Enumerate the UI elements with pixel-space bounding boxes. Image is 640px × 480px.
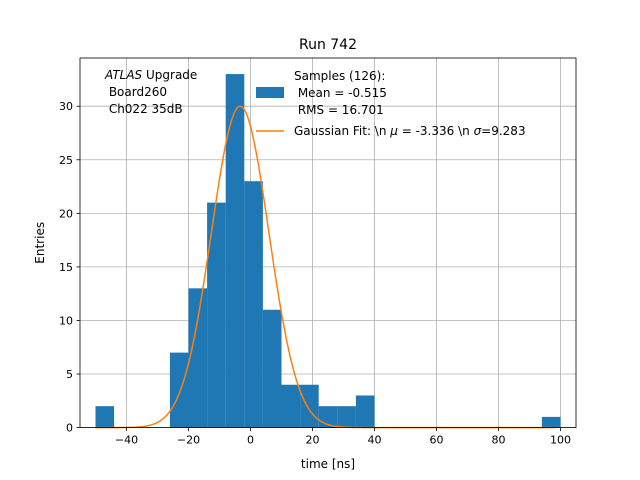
x-tick-label: −20 (177, 434, 200, 447)
histogram-bar (188, 288, 208, 428)
x-tick-label: 60 (430, 434, 444, 447)
legend-hist-line-1: Samples (126): (294, 69, 385, 83)
y-tick-label: 0 (66, 422, 73, 435)
histogram-bar (281, 384, 301, 428)
legend-fit-mu: μ (389, 124, 398, 138)
annotation-upgrade: Upgrade (142, 68, 197, 82)
y-tick-label: 25 (59, 154, 73, 167)
plot-area (80, 58, 576, 428)
x-tick-label: 0 (247, 434, 254, 447)
x-axis-ticks: −40 −20 0 20 40 60 80 100 (115, 427, 571, 447)
x-tick-label: 20 (306, 434, 320, 447)
histogram-bars (95, 74, 561, 428)
legend-hist-line-2: Mean = -0.515 (294, 86, 387, 100)
annotation-atlas: ATLAS (104, 68, 143, 82)
histogram-bar (207, 202, 226, 428)
histogram-bar (355, 395, 375, 428)
histogram-bar (300, 384, 319, 428)
annotation-line-2: Board260 (105, 85, 167, 99)
annotation-line-1: ATLAS Upgrade (104, 68, 197, 82)
y-tick-label: 5 (66, 368, 73, 381)
y-axis-label: Entries (33, 222, 47, 264)
y-tick-label: 20 (59, 207, 73, 220)
atlas-annotation: ATLAS Upgrade Board260 Ch022 35dB (104, 68, 197, 116)
legend-hist-line-3: RMS = 16.701 (294, 103, 384, 117)
histogram-bar (541, 416, 561, 428)
y-tick-label: 30 (59, 100, 73, 113)
y-axis-ticks: 0 5 10 15 20 25 30 (59, 100, 80, 435)
x-tick-label: 100 (550, 434, 571, 447)
legend-hist-swatch (256, 87, 284, 98)
legend-fit-post: =9.283 (481, 124, 525, 138)
legend-fit-sigma: σ (474, 124, 482, 138)
y-tick-label: 15 (59, 261, 73, 274)
x-tick-label: −40 (115, 434, 138, 447)
chart-title: Run 742 (299, 37, 357, 53)
legend-fit-label: Gaussian Fit: \n μ = -3.336 \n σ=9.283 (294, 124, 526, 138)
histogram-bar (262, 309, 282, 428)
axes-frame (79, 57, 577, 429)
histogram-bar (95, 406, 115, 428)
legend-fit-pre: Gaussian Fit: \n (294, 124, 390, 138)
histogram-bar (244, 181, 263, 428)
histogram-bar (169, 352, 189, 428)
legend-fit-mid: = -3.336 \n (398, 124, 474, 138)
histogram-bar (225, 74, 245, 428)
annotation-line-3: Ch022 35dB (105, 102, 183, 116)
x-tick-label: 80 (492, 434, 506, 447)
x-axis-label: time [ns] (301, 457, 355, 471)
y-tick-label: 10 (59, 314, 73, 327)
histogram-bar (337, 406, 356, 428)
legend: Samples (126): Mean = -0.515 RMS = 16.70… (256, 69, 526, 138)
x-tick-label: 40 (368, 434, 382, 447)
